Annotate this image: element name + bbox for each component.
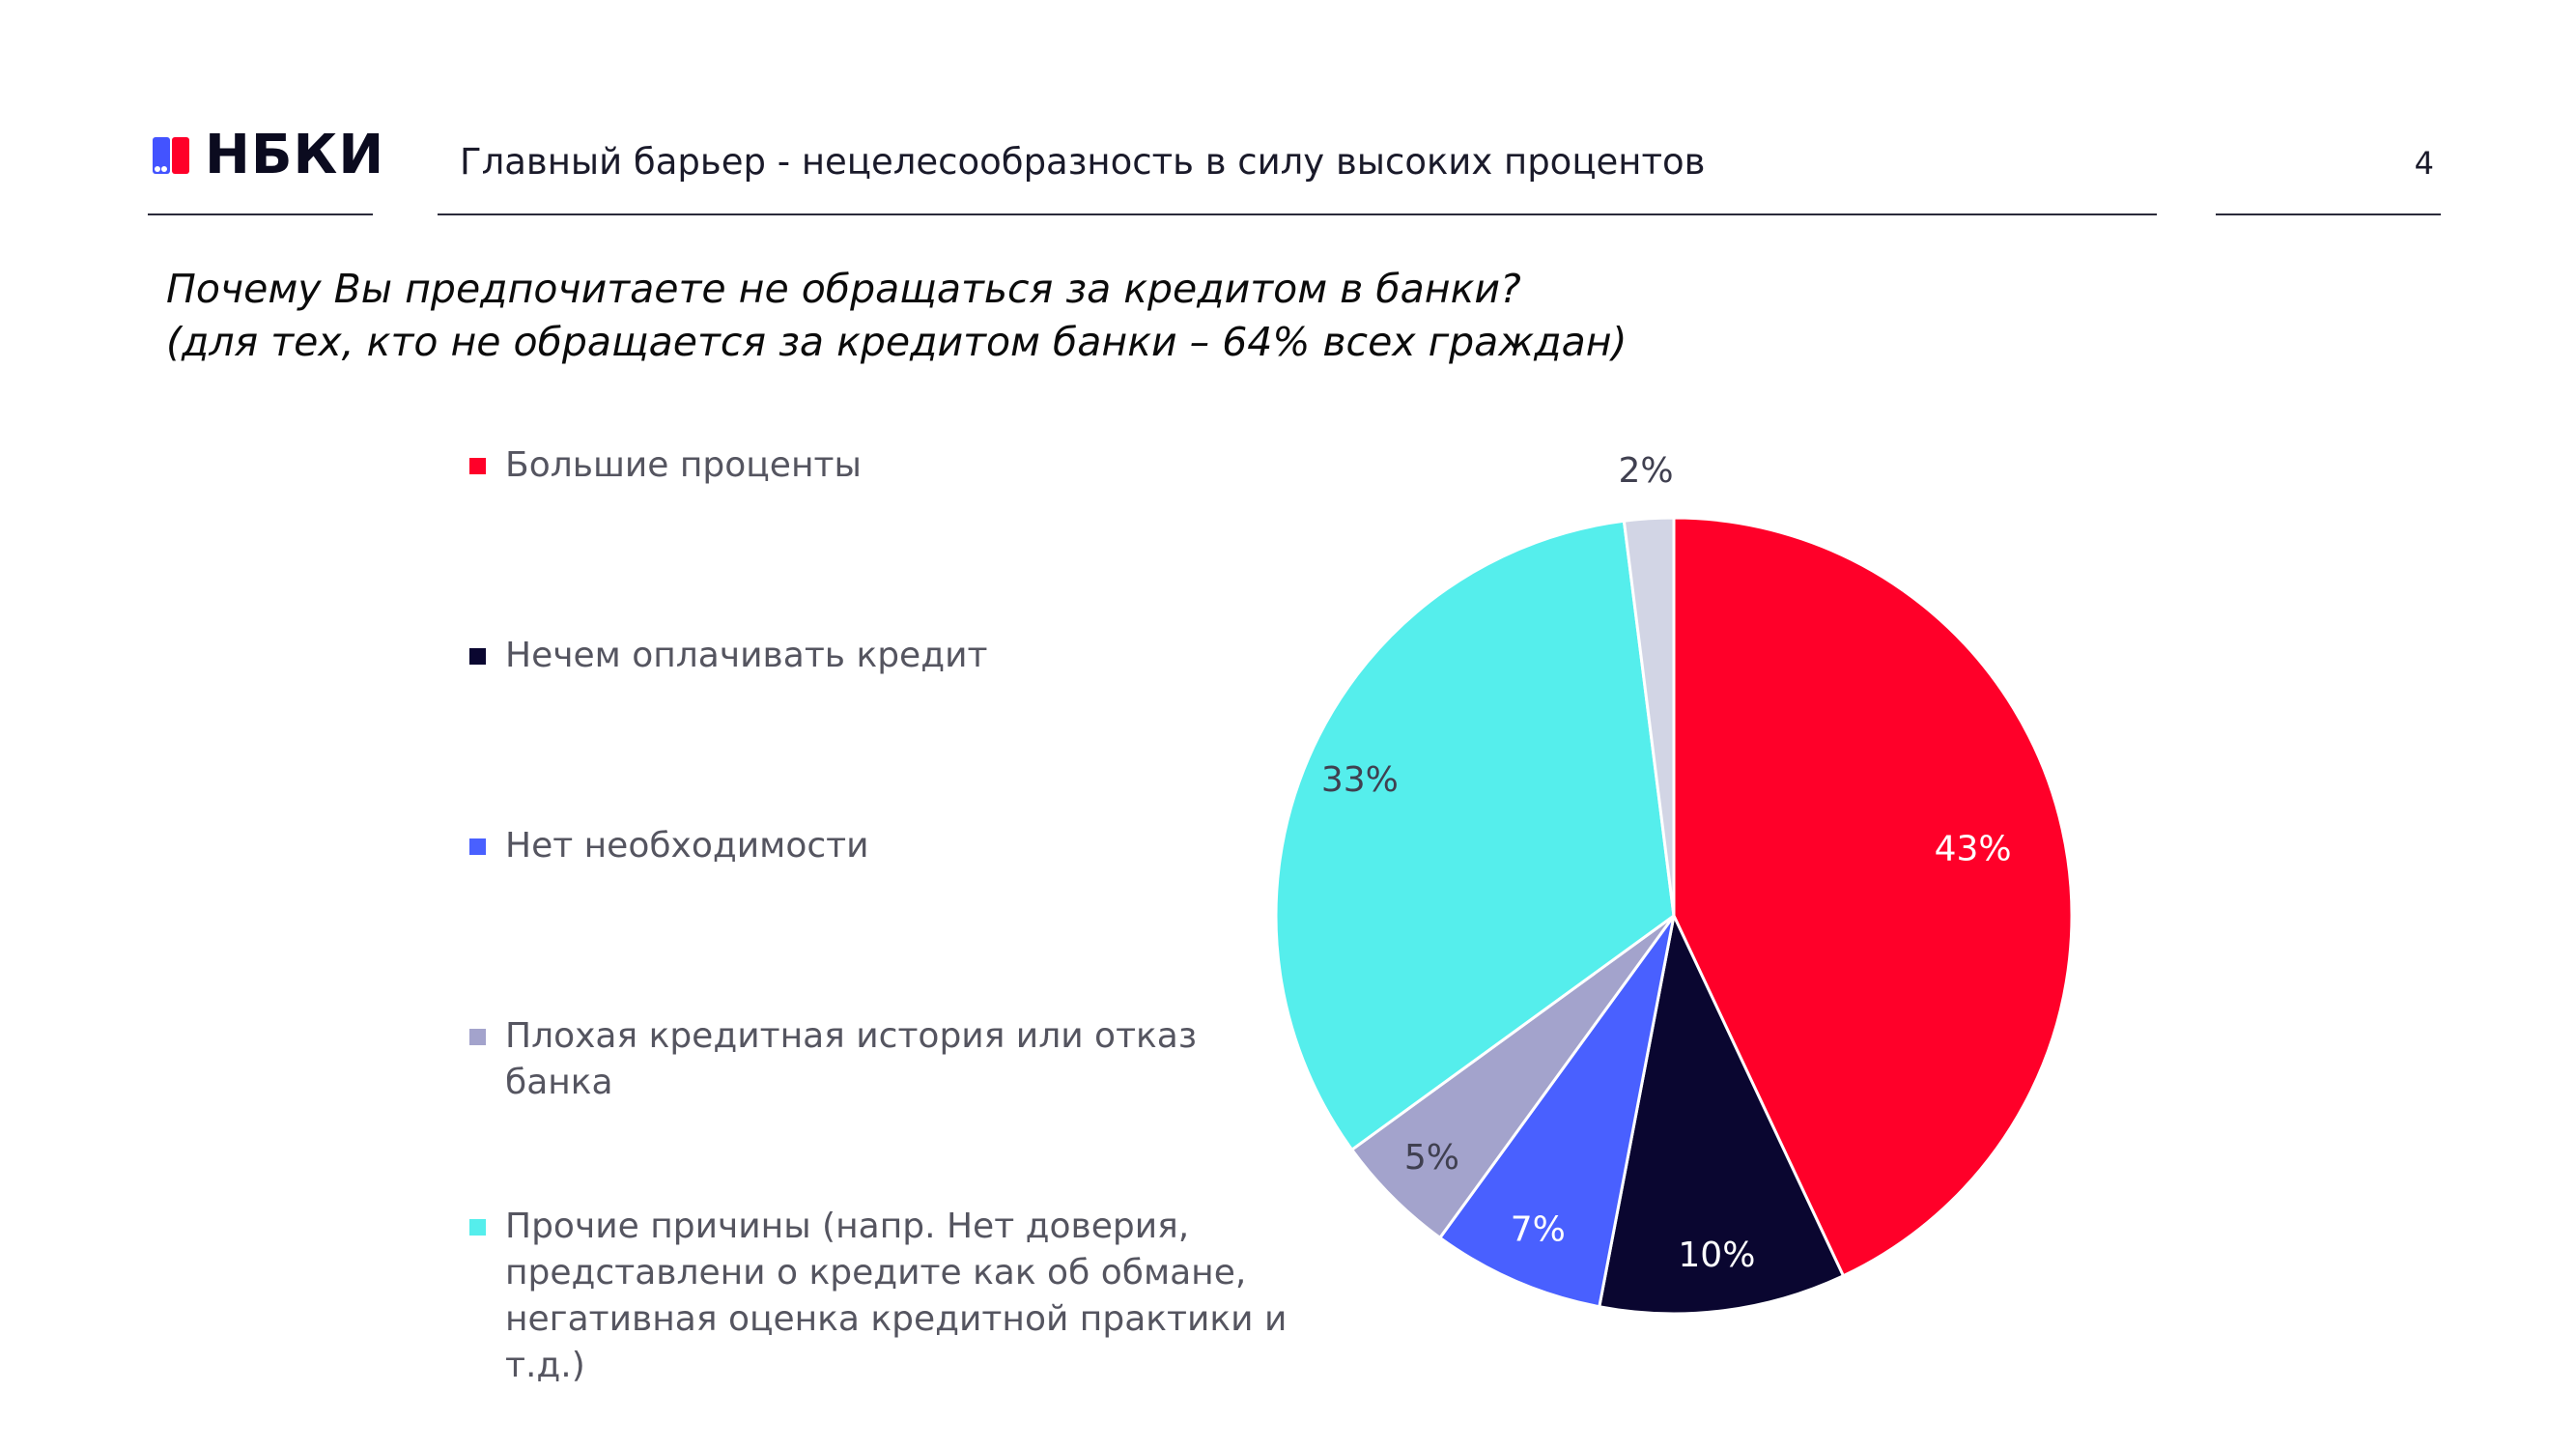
header-title: Главный барьер - нецелесообразность в си… [460, 141, 1706, 183]
pie-slice [1622, 516, 1676, 918]
logo: НБКИ [151, 122, 384, 189]
question-line-1: Почему Вы предпочитаете не обращаться за… [166, 266, 1521, 312]
logo-text: НБКИ [205, 124, 385, 186]
legend-label: Большие проценты [505, 445, 862, 485]
slice-data-label: 7% [1511, 1210, 1566, 1250]
header-divider-logo [148, 213, 373, 215]
pie-slice [1598, 914, 1845, 1316]
legend-label: Нечем оплачивать кредит [505, 636, 988, 675]
logo-mark-icon [153, 137, 189, 174]
slice-data-label: 10% [1678, 1236, 1755, 1275]
header-divider-title [438, 213, 2157, 215]
legend-swatch [469, 1029, 486, 1045]
legend-item: Большие проценты [469, 442, 1319, 489]
legend-swatch [469, 1219, 486, 1236]
slice-data-label: 2% [1618, 454, 1673, 491]
legend-label: Плохая кредитная история или отказ банка [505, 1016, 1197, 1102]
legend-item: Прочие причины (напр. Нет доверия, предс… [469, 1204, 1319, 1389]
page-number: 4 [2414, 145, 2434, 182]
pie-slice [1438, 914, 1676, 1309]
legend-swatch [469, 838, 486, 855]
legend-swatch [469, 458, 486, 474]
slice-data-label: 33% [1321, 760, 1399, 800]
slice-data-label: 43% [1935, 829, 2012, 868]
question-line-2: (для тех, кто не обращается за кредитом … [166, 319, 1628, 365]
slice-data-label: 5% [1404, 1138, 1459, 1178]
pie-slice [1274, 519, 1676, 1151]
legend-item: Плохая кредитная история или отказ банка [469, 1013, 1319, 1106]
legend-label: Нет необходимости [505, 826, 869, 866]
legend-swatch [469, 648, 486, 665]
legend-item: Нет необходимости [469, 823, 1319, 869]
legend-label: Прочие причины (напр. Нет доверия, предс… [505, 1207, 1288, 1385]
header-divider-page [2216, 213, 2441, 215]
pie-chart: 43% 10% 7% 5% 33% 2% [1274, 454, 2074, 1316]
pie-slice [1672, 516, 2074, 1278]
legend-item: Нечем оплачивать кредит [469, 633, 1319, 679]
survey-question: Почему Вы предпочитаете не обращаться за… [166, 263, 1827, 369]
